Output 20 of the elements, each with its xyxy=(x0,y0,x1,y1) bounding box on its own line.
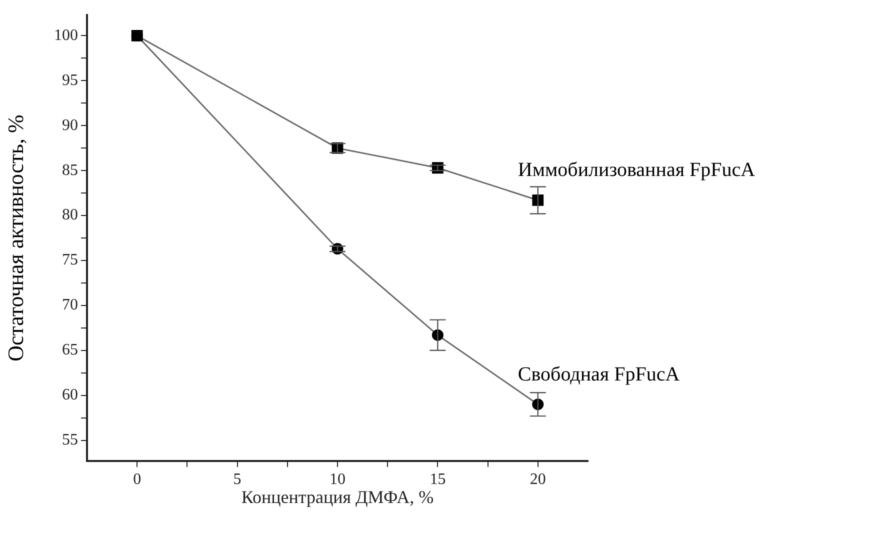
y-tick-label: 60 xyxy=(62,386,78,404)
y-tick-label: 65 xyxy=(62,342,78,359)
x-tick-label: 15 xyxy=(430,470,446,488)
x-tick-label: 5 xyxy=(233,470,242,488)
x-tick-label: 10 xyxy=(330,470,346,488)
y-tick-label: 80 xyxy=(62,206,78,224)
x-tick-label: 0 xyxy=(133,470,142,488)
y-tick-label: 90 xyxy=(62,116,78,134)
series-label: Свободная FpFucA xyxy=(518,363,680,386)
y-tick-label: 85 xyxy=(62,162,78,179)
series-label: Иммобилизованная FpFucA xyxy=(518,159,756,182)
y-tick-label: 100 xyxy=(54,26,78,44)
y-tick-label: 95 xyxy=(62,72,78,89)
y-tick-label: 75 xyxy=(62,252,78,269)
x-axis-title: Концентрация ДМФА, % xyxy=(241,486,434,507)
y-tick-label: 70 xyxy=(62,296,78,314)
y-axis-title: Остаточная активность, % xyxy=(2,114,28,362)
point xyxy=(131,30,143,42)
x-tick-label: 20 xyxy=(530,470,546,488)
y-tick-label: 55 xyxy=(62,432,78,449)
